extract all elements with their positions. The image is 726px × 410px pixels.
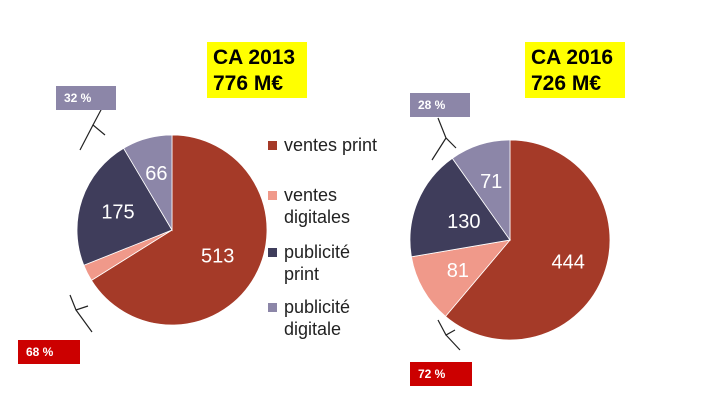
legend-swatch: [268, 191, 277, 200]
bracket-0-1: 32 %: [56, 86, 116, 151]
legend-label: ventes print: [284, 135, 377, 155]
title-highlight: [207, 42, 307, 98]
pie-slice: [444, 139, 611, 341]
chart-title-1: CA 2016 726 M€: [525, 42, 625, 98]
pie-slice: [76, 147, 173, 266]
share-badge-label: 68 %: [26, 345, 54, 359]
legend-label: digitale: [284, 319, 341, 339]
legend-label: digitales: [284, 207, 350, 227]
share-badge: [410, 93, 470, 117]
bracket-0-0: 68 %: [18, 294, 93, 364]
legend-label: print: [284, 264, 319, 284]
pie-slice: [410, 239, 512, 317]
legend-swatch: [268, 248, 277, 257]
bracket-line: [79, 107, 106, 151]
slice-value-label: 66: [145, 163, 167, 185]
legend-label: publicité: [284, 242, 350, 262]
pie-slice: [123, 134, 173, 232]
share-badge: [56, 86, 116, 110]
share-badge-label: 28 %: [418, 98, 446, 112]
slice-value-label: 444: [552, 251, 585, 273]
legend-label: publicité: [284, 297, 350, 317]
legend-swatch: [268, 303, 277, 312]
pie-0: 513 175 66: [76, 134, 268, 326]
slice-value-label: 513: [201, 245, 234, 267]
chart-title-line: CA 2013: [213, 46, 295, 69]
chart-titles: CA 2013 776 M€ CA 2016 726 M€: [207, 42, 625, 98]
bracket-1-0: 72 %: [410, 319, 472, 386]
share-badge: [410, 362, 472, 386]
share-badge-label: 72 %: [418, 367, 446, 381]
share-badge: [18, 340, 80, 364]
chart-title-line: 726 M€: [531, 72, 601, 95]
bracket-line: [437, 319, 461, 351]
pie-slice: [409, 157, 511, 258]
pie-slice: [451, 139, 511, 242]
share-brackets: 68 % 32 % 72 % 28 %: [18, 86, 472, 386]
chart-title-line: CA 2016: [531, 46, 613, 69]
share-badge-label: 32 %: [64, 91, 92, 105]
slice-value-label: 130: [447, 211, 480, 233]
bracket-1-1: 28 %: [410, 93, 470, 161]
slice-value-label: 175: [101, 202, 134, 224]
legend-label: ventes: [284, 185, 337, 205]
legend: ventes printventesdigitalespublicitéprin…: [268, 135, 377, 339]
title-highlight: [525, 42, 625, 98]
legend-item: ventes print: [268, 135, 377, 155]
bracket-line: [69, 294, 93, 333]
legend-swatch: [268, 141, 277, 150]
bracket-line: [431, 117, 457, 161]
chart-title-0: CA 2013 776 M€: [207, 42, 307, 98]
chart-title-line: 776 M€: [213, 72, 283, 95]
slice-value-label: 71: [480, 171, 502, 193]
slice-value-label: 81: [447, 260, 469, 282]
pie-slice: [90, 134, 268, 326]
